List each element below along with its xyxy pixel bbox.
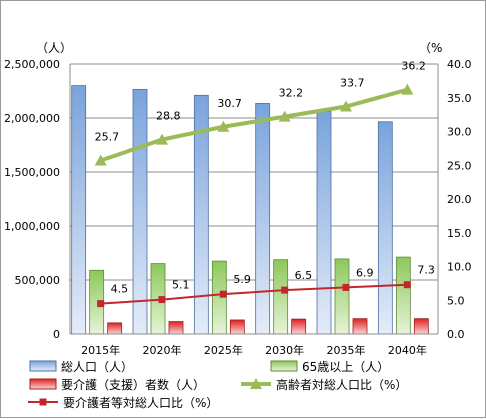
bar-care-required	[291, 318, 307, 335]
y-left-tick-label: 1,000,000	[4, 220, 60, 233]
legend: 総人口（人） 65歳以上（人） 要介護（支援）者数（人） 高齢者対総人口比（%） 要介護…	[28, 360, 407, 410]
line-elderly-ratio	[100, 87, 408, 163]
point-care-ratio	[281, 286, 289, 294]
x-tick-label: 2035年	[327, 343, 366, 357]
point-elderly-ratio	[156, 133, 168, 145]
line-care-ratio	[100, 283, 408, 305]
bars	[71, 85, 429, 335]
data-label-elderly-ratio: 33.7	[340, 77, 365, 90]
point-care-ratio	[219, 290, 227, 298]
data-label-care-ratio: 4.5	[111, 283, 128, 296]
legend-marker	[39, 398, 47, 406]
bar-care-required	[107, 322, 123, 335]
y-left-tick-label: 500,000	[15, 274, 61, 287]
y-right-tick-label: 5.0	[447, 294, 465, 307]
bar-total-population	[377, 121, 393, 335]
data-label-elderly-ratio: 28.8	[156, 110, 181, 123]
bar-care-required	[168, 321, 184, 335]
bar-care-required	[229, 319, 245, 335]
data-labels: 25.7 28.8 30.7 32.2 33.7 36.2 4.5 5.1 5.9 6.5 6.9 7…	[95, 60, 435, 296]
y-left-unit: （人）	[36, 41, 72, 55]
gridlines	[70, 63, 438, 281]
data-label-elderly-ratio: 30.7	[217, 97, 242, 110]
point-elderly-ratio	[340, 100, 352, 112]
data-label-care-ratio: 6.9	[356, 266, 374, 279]
bar-total-population	[255, 103, 271, 335]
bar-total-population	[132, 88, 148, 335]
x-tick-label: 2020年	[143, 343, 182, 357]
bar-care-required	[413, 318, 429, 335]
point-elderly-ratio	[217, 120, 230, 132]
data-label-elderly-ratio: 32.2	[279, 87, 304, 100]
legend-label: 要介護者等対総人口比（%）	[63, 395, 218, 410]
y-right-tick-label: 35.0	[447, 92, 472, 105]
bar-age65-plus	[395, 256, 411, 335]
data-label-elderly-ratio: 36.2	[401, 60, 426, 73]
bar-care-required	[352, 318, 368, 335]
y-left-tick-label: 1,500,000	[4, 166, 60, 179]
y-right-unit: （%	[419, 41, 442, 55]
legend-swatch	[29, 360, 57, 372]
y-left-tick-label: 2,000,000	[4, 112, 60, 125]
bar-total-population	[71, 85, 87, 335]
x-tick-label: 2030年	[265, 343, 304, 357]
data-label-care-ratio: 5.9	[233, 273, 251, 286]
y-left-tick-label: 2,500,000	[4, 58, 60, 71]
data-label-care-ratio: 6.5	[295, 269, 313, 282]
point-care-ratio	[97, 300, 105, 308]
y-right-tick-label: 25.0	[447, 159, 472, 172]
x-tick-label: 2015年	[81, 343, 120, 357]
legend-swatch	[270, 360, 298, 372]
y-right-tick-label: 20.0	[447, 193, 472, 206]
x-tick-label: 2040年	[388, 343, 427, 357]
point-elderly-ratio	[94, 154, 107, 166]
bar-total-population	[316, 111, 332, 335]
data-label-care-ratio: 7.3	[417, 264, 435, 277]
point-care-ratio	[403, 281, 411, 289]
y-right-tick-label: 30.0	[447, 126, 472, 139]
legend-label: 要介護（支援）者数（人）	[61, 377, 205, 392]
data-label-care-ratio: 5.1	[172, 279, 190, 292]
bar-age65-plus	[334, 258, 350, 335]
legend-label: 高齢者対総人口比（%）	[276, 377, 407, 392]
point-elderly-ratio	[278, 110, 291, 122]
point-care-ratio	[158, 296, 166, 304]
y-right-tick-label: 10.0	[447, 261, 472, 274]
point-care-ratio	[342, 283, 350, 291]
y-right-tick-label: 0.0	[447, 328, 465, 341]
x-tick-label: 2025年	[204, 343, 243, 357]
y-right-tick-label: 15.0	[447, 227, 472, 240]
data-label-elderly-ratio: 25.7	[95, 131, 120, 144]
point-elderly-ratio	[401, 83, 414, 95]
axes: 0 500,000 1,000,000 1,500,000 2,000,000 2,500…	[4, 41, 471, 357]
legend-label: 65歳以上（人）	[302, 360, 389, 374]
bar-age65-plus	[273, 259, 289, 335]
y-right-tick-label: 40.0	[447, 58, 472, 71]
legend-swatch	[29, 378, 57, 390]
legend-label: 総人口（人）	[61, 360, 133, 374]
legend-marker	[250, 378, 262, 389]
y-left-tick-label: 0	[53, 328, 60, 341]
lines	[94, 83, 414, 308]
